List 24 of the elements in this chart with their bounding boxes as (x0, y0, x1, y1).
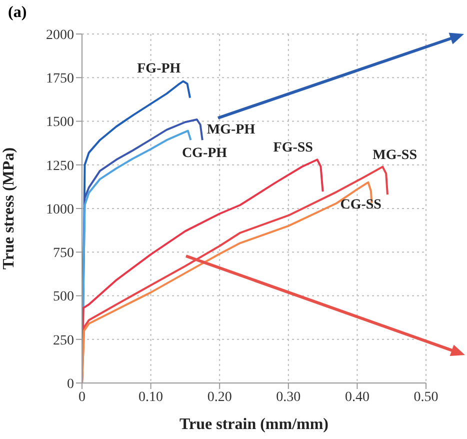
x-tick-label: 0.20 (207, 390, 232, 405)
series-label: MG-PH (206, 122, 256, 138)
y-tick-label: 250 (53, 333, 74, 348)
y-tick-label: 750 (53, 246, 74, 262)
y-tick-label: 2000 (46, 28, 74, 43)
y-tick-label: 1250 (46, 158, 74, 174)
series-label: CG-PH (182, 146, 228, 161)
x-tick-label: 0.30 (276, 390, 301, 405)
y-tick-label: 500 (53, 290, 74, 305)
text: (a) (8, 4, 27, 22)
series-label: FG-PH (137, 61, 181, 76)
y-tick-label: 1500 (46, 115, 74, 130)
y-axis-title: True stress (MPa) (0, 147, 18, 270)
x-tick-label: 0.40 (344, 390, 370, 405)
y-tick-label: 0 (67, 376, 74, 392)
x-tick-label: 0 (78, 390, 86, 405)
x-tick-label: 0.50 (414, 390, 438, 405)
series-label: MG-SS (372, 148, 418, 163)
y-tick-label: 1000 (46, 202, 74, 218)
series-label: CG-SS (340, 197, 382, 212)
x-tick-label: 0.10 (138, 390, 164, 405)
y-tick-label: 1750 (46, 72, 74, 87)
x-axis-title: True strain (mm/mm) (180, 416, 328, 433)
series-label: FG-SS (273, 140, 314, 156)
